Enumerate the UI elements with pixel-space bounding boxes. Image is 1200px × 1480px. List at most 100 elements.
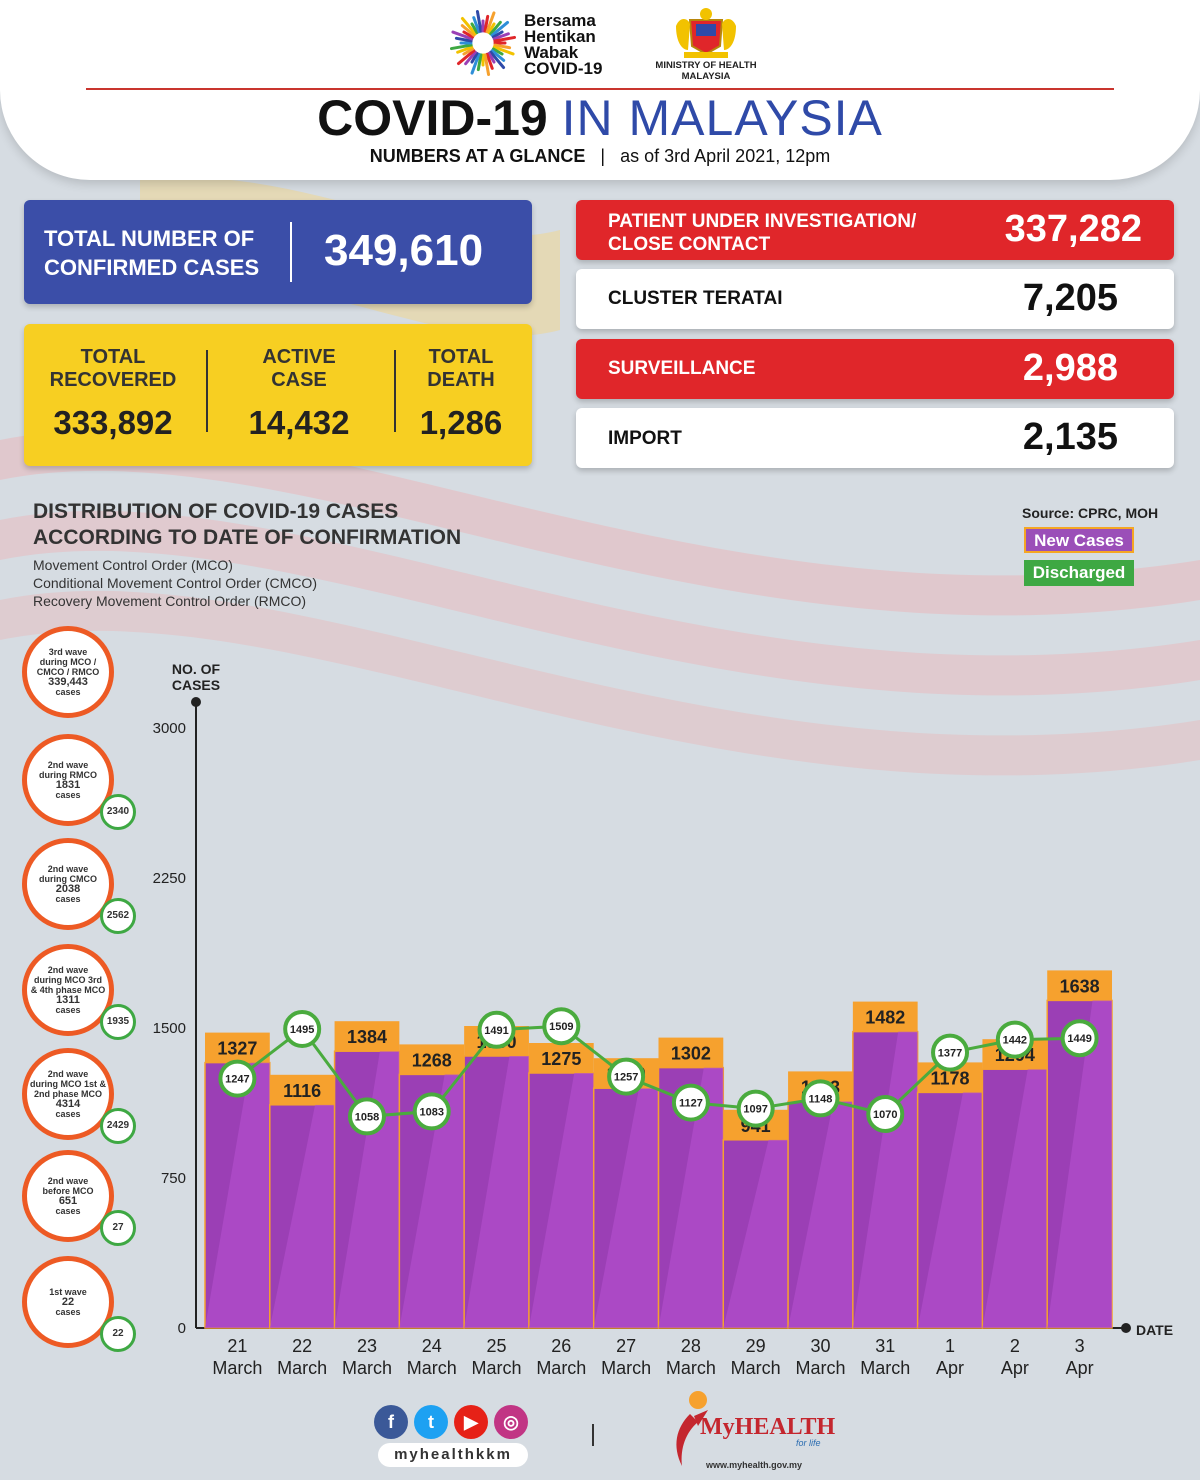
myhealth-logo-icon: [676, 1391, 708, 1466]
category-surveillance: SURVEILLANCE 2,988: [576, 339, 1174, 399]
category-value: 337,282: [1004, 208, 1142, 250]
stat-label: TOTAL: [80, 346, 146, 368]
confirmed-separator: [290, 222, 292, 282]
bar-highlight: [205, 1062, 270, 1328]
discharged-point: [995, 1020, 1034, 1059]
social-handle[interactable]: myhealthkkm: [378, 1443, 528, 1467]
discharged-point: [671, 1083, 710, 1122]
wave-discharged-badge: 2429: [100, 1108, 136, 1144]
x-tick-day: 2: [1010, 1336, 1020, 1356]
bar-cap: [269, 1074, 335, 1105]
wave-label: 2nd wave: [47, 1176, 89, 1186]
stat-value: 1,286: [419, 404, 503, 441]
burst-ray: [485, 52, 494, 70]
x-tick-month: March: [212, 1358, 262, 1378]
stat-value: 14,432: [248, 404, 350, 441]
x-tick-day: 23: [357, 1336, 377, 1356]
legend-discharged: Discharged: [1024, 560, 1134, 586]
burst-ray: [472, 16, 481, 34]
bar-highlight: [464, 1056, 529, 1328]
x-tick-month: March: [731, 1358, 781, 1378]
bar-highlight: [1047, 1000, 1112, 1328]
burst-ray: [449, 43, 473, 51]
stat-value: 333,892: [53, 404, 173, 441]
burst-ray: [487, 51, 496, 64]
wave-label: before MCO: [42, 1186, 94, 1196]
burst-ray: [483, 53, 491, 77]
footer-separator: [592, 1424, 594, 1446]
wave-number: 339,443: [48, 676, 88, 688]
myhealth-url[interactable]: www.myhealth.gov.my: [706, 1460, 803, 1470]
wave-label: CMCO / RMCO: [36, 667, 100, 677]
burst-ray: [456, 49, 476, 66]
discharged-value-label: 1097: [743, 1104, 767, 1116]
y-tick-label: 0: [178, 1320, 186, 1337]
bar-highlight: [269, 1104, 335, 1328]
x-tick-month: March: [536, 1358, 586, 1378]
summary-separator: [394, 350, 396, 432]
discharged-value-label: 1442: [1003, 1035, 1027, 1047]
confirmed-cases-box: TOTAL NUMBER OF CONFIRMED CASES 349,610: [24, 200, 532, 304]
page-subtitle: NUMBERS AT A GLANCE | as of 3rd April 20…: [0, 146, 1200, 167]
wave-label: during CMCO: [39, 874, 97, 884]
burst-ray: [470, 51, 479, 64]
x-tick-day: 24: [422, 1336, 442, 1356]
category-label: CLUSTER TERATAI: [608, 288, 783, 309]
wave-label: 3rd wave: [48, 647, 88, 657]
bar-highlight: [658, 1067, 724, 1328]
youtube-icon[interactable]: ▶: [454, 1405, 488, 1439]
subtitle-part2: as of 3rd April 2021, 12pm: [620, 146, 831, 166]
instagram-icon[interactable]: ◎: [494, 1405, 528, 1439]
header-divider: [86, 88, 1114, 90]
burst-ray: [460, 16, 477, 36]
stat-label: CASE: [271, 369, 327, 391]
wave-unit: cases: [55, 1307, 81, 1317]
ministry-label: MINISTRY OF HEALTH MALAYSIA: [646, 60, 766, 82]
category-label-line: PATIENT UNDER INVESTIGATION/: [608, 211, 917, 232]
discharged-point: [542, 1007, 581, 1046]
legend-new-cases: New Cases: [1024, 527, 1134, 553]
header: Bersama Hentikan Wabak COVID-19 MINISTRY…: [0, 0, 1200, 180]
x-tick-month: March: [277, 1358, 327, 1378]
discharged-value-label: 1257: [614, 1072, 638, 1084]
burst-ray: [492, 45, 515, 56]
wave-label: 2nd wave: [47, 760, 89, 770]
distribution-title-line: ACCORDING TO DATE OF CONFIRMATION: [33, 526, 462, 549]
burst-ray: [476, 53, 483, 72]
wave-label: during RMCO: [39, 770, 97, 780]
recovered-stat: TOTAL RECOVERED 333,892: [28, 346, 198, 442]
x-tick-day: 31: [875, 1336, 895, 1356]
bar-highlight: [788, 1101, 853, 1328]
discharged-point: [607, 1057, 646, 1096]
bar-cap: [399, 1044, 465, 1075]
x-tick-day: 22: [292, 1336, 312, 1356]
discharged-point: [477, 1010, 516, 1049]
wave-circle: 1st wave 22 cases: [22, 1256, 114, 1348]
wave-discharged-badge: 2562: [100, 898, 136, 934]
campaign-line: Hentikan: [524, 27, 596, 46]
x-tick-day: 1: [945, 1336, 955, 1356]
wave-label: 2nd wave: [47, 965, 89, 975]
wave-circle: 2nd wave during RMCO 1831 cases: [22, 734, 114, 826]
y-tick-label: 1500: [153, 1020, 186, 1037]
category-label-line: CLOSE CONTACT: [608, 234, 771, 255]
burst-ray: [451, 30, 474, 41]
summary-box: TOTAL RECOVERED 333,892 ACTIVE CASE 14,4…: [24, 324, 532, 466]
bar-cap: [334, 1021, 400, 1052]
bar-highlight: [917, 1092, 983, 1328]
burst-ray: [462, 30, 475, 39]
discharged-point: [801, 1079, 840, 1118]
distribution-title-line: DISTRIBUTION OF COVID-19 CASES: [33, 500, 399, 523]
burst-ray: [491, 47, 504, 56]
discharged-point: [283, 1010, 322, 1048]
myhealth-tagline: for life: [796, 1438, 821, 1448]
burst-ray: [489, 20, 502, 36]
wave-number: 4314: [55, 1098, 81, 1110]
confirmed-label-line: TOTAL NUMBER OF: [44, 226, 255, 251]
burst-ray: [462, 47, 475, 56]
wave-label: 2nd wave: [47, 864, 89, 874]
category-value: 2,988: [1022, 347, 1118, 389]
burst-ray: [492, 32, 510, 41]
twitter-icon[interactable]: t: [414, 1405, 448, 1439]
facebook-icon[interactable]: f: [374, 1405, 408, 1439]
